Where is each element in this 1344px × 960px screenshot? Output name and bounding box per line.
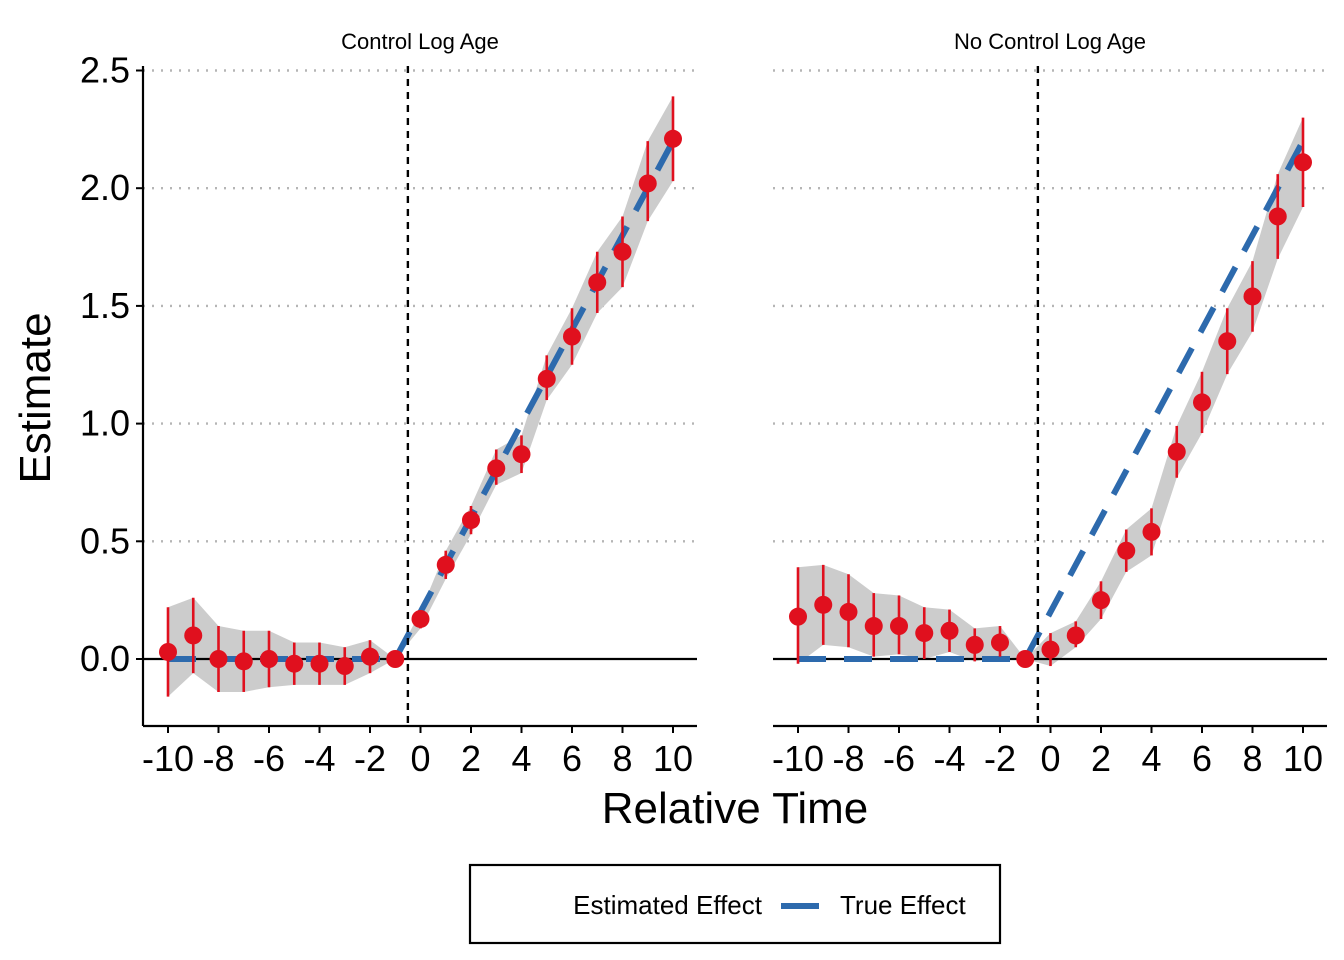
estimate-point	[890, 617, 908, 636]
estimate-point	[537, 369, 556, 388]
x-tick-label: 6	[562, 738, 582, 779]
estimate-point	[159, 642, 177, 661]
x-tick-label: 4	[511, 738, 531, 779]
true-effect-line	[168, 139, 676, 662]
x-tick-label: 10	[653, 738, 693, 779]
y-tick-label: 2.5	[80, 50, 130, 91]
x-tick-label: -2	[984, 738, 1016, 779]
y-axis-title: Estimate	[11, 312, 60, 483]
estimate-point	[1117, 541, 1136, 560]
legend-label-estimated-effect: Estimated Effect	[573, 890, 763, 920]
legend: Estimated Effect True Effect	[468, 863, 1002, 945]
estimate-point	[1193, 393, 1211, 412]
estimate-point	[209, 650, 228, 668]
estimate-point	[462, 511, 480, 530]
x-tick-label: -10	[142, 738, 194, 779]
facet-panel-2: No Control Log Age -10 -8 -6 -4 -2 0 2 4 6 8 10	[772, 29, 1327, 779]
estimate-point	[1218, 332, 1237, 351]
estimate-point	[940, 621, 959, 640]
x-tick-label: -6	[883, 738, 915, 779]
estimate-point	[965, 635, 984, 654]
estimate-point	[664, 129, 682, 148]
facet-panel-1: Control Log Age -10 -8 -6 -4 -2 0 2 4 6 8 10 0.0 0.5 1…	[80, 29, 697, 779]
x-tick-label: 2	[461, 738, 481, 779]
estimate-point	[1092, 591, 1110, 610]
estimate-point	[789, 607, 807, 626]
x-tick-label: 10	[1283, 738, 1323, 779]
x-axis-title: Relative Time	[602, 784, 869, 833]
facet-panels: Control Log Age-10 -8 -6 -4 -2 0 2 4 6 8 100.00.51…	[80, 29, 1327, 779]
x-tick-label: -4	[303, 738, 335, 779]
y-tick-label: 0.5	[80, 520, 130, 561]
estimate-point	[839, 602, 858, 621]
confidence-ribbon	[798, 117, 1303, 667]
estimate-point	[285, 654, 304, 673]
estimate-point	[613, 242, 632, 261]
x-tick-label: 6	[1192, 738, 1212, 779]
x-tick-label: 4	[1141, 738, 1161, 779]
estimate-point	[184, 626, 203, 645]
estimate-point	[991, 633, 1009, 652]
estimate-point	[1066, 626, 1085, 645]
estimate-point	[814, 595, 833, 614]
true-effect-line	[798, 139, 1306, 662]
x-tick-label: -2	[354, 738, 386, 779]
estimate-point	[563, 327, 581, 346]
estimate-point	[864, 617, 883, 636]
x-tick-label: 0	[410, 738, 430, 779]
y-tick-label: 1.0	[80, 403, 130, 444]
x-tick-label: 8	[612, 738, 632, 779]
x-tick-label: 2	[1091, 738, 1111, 779]
estimate-point	[638, 174, 657, 193]
estimate-point	[436, 555, 455, 574]
x-tick-label: -6	[253, 738, 285, 779]
estimate-point	[1016, 650, 1035, 668]
x-tick-label: -4	[933, 738, 965, 779]
estimate-point	[1294, 153, 1312, 172]
x-tick-label: 8	[1242, 738, 1262, 779]
estimate-point	[1041, 640, 1060, 659]
x-tick-label: -10	[772, 738, 824, 779]
x-tick-label: -8	[832, 738, 864, 779]
x-tick-label: 0	[1040, 738, 1060, 779]
facet-title: Control Log Age	[341, 29, 499, 54]
y-tick-label: 1.5	[80, 285, 130, 326]
estimate-point	[915, 624, 934, 643]
estimate-point	[1243, 287, 1262, 306]
estimate-point	[411, 609, 430, 628]
estimate-point	[310, 654, 329, 673]
estimate-point	[487, 459, 506, 478]
y-tick-label: 2.0	[80, 167, 130, 208]
legend-box	[468, 863, 1002, 945]
facet-title: No Control Log Age	[954, 29, 1146, 54]
y-tick-label: 0.0	[80, 638, 130, 679]
estimate-point	[361, 647, 379, 666]
estimate-point	[335, 657, 354, 676]
estimate-point	[260, 650, 278, 668]
estimate-point	[1167, 442, 1186, 461]
estimate-point	[234, 652, 253, 671]
estimate-point	[588, 273, 607, 292]
estimate-point	[1142, 522, 1161, 541]
legend-label-true-effect: True Effect	[840, 890, 966, 920]
estimate-point	[1268, 207, 1287, 226]
estimate-point	[512, 445, 531, 464]
x-tick-label: -8	[202, 738, 234, 779]
estimate-point	[386, 650, 405, 668]
